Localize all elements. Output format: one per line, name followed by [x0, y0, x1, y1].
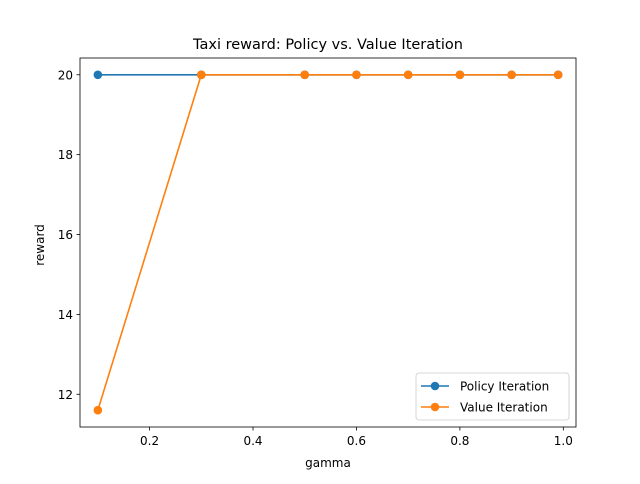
x-axis-ticks: 0.2 0.4 0.6 0.8 1.0: [140, 427, 573, 448]
legend-label: Value Iteration: [460, 401, 548, 415]
legend-box: [415, 372, 570, 421]
y-tick-label: 14: [58, 308, 73, 322]
x-axis-label: gamma: [305, 456, 351, 470]
series-value-iteration: [93, 70, 563, 415]
plot-area: [79, 57, 577, 428]
legend-marker: [430, 402, 440, 412]
y-tick-label: 20: [58, 68, 73, 82]
data-point: [93, 70, 103, 80]
legend: Policy Iteration Value Iteration: [415, 372, 570, 421]
data-point: [196, 70, 206, 80]
y-axis-ticks: 12 14 16 18 20: [58, 68, 80, 402]
x-tick-label: 0.4: [243, 434, 262, 448]
legend-label: Policy Iteration: [460, 380, 549, 394]
legend-item: Value Iteration: [421, 401, 548, 415]
y-tick-label: 16: [58, 228, 73, 242]
data-point: [403, 70, 413, 80]
data-point: [300, 70, 310, 80]
chart-title: Taxi reward: Policy vs. Value Iteration: [192, 37, 463, 53]
x-tick-label: 1.0: [554, 434, 573, 448]
data-point: [553, 70, 563, 80]
legend-item: Policy Iteration: [421, 380, 549, 394]
data-point: [455, 70, 465, 80]
data-point: [93, 405, 103, 415]
series-line: [96, 73, 559, 412]
y-tick-label: 18: [58, 148, 73, 162]
data-point: [352, 70, 361, 80]
y-tick-label: 12: [58, 388, 73, 402]
series-layer: [93, 70, 563, 415]
x-tick-label: 0.2: [140, 434, 159, 448]
y-axis-label: reward: [33, 224, 47, 266]
x-tick-label: 0.6: [347, 434, 366, 448]
data-point: [507, 70, 516, 80]
legend-marker: [430, 381, 440, 391]
x-tick-label: 0.8: [450, 434, 469, 448]
axes-frame: [79, 57, 577, 428]
